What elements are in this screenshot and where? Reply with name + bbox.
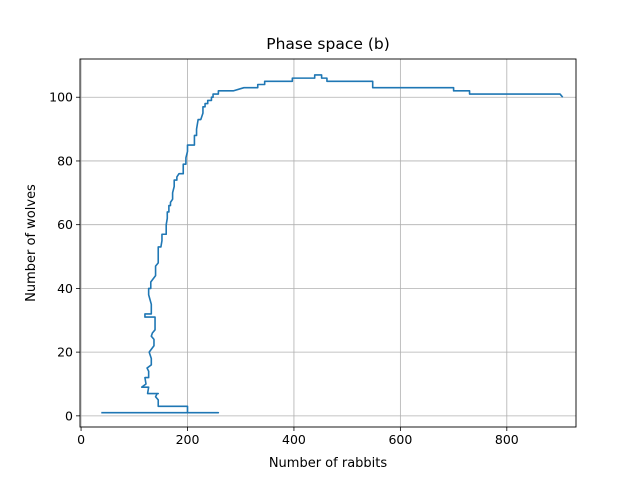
y-tick-label: 40 [57, 281, 73, 296]
chart-title: Phase space (b) [266, 35, 390, 53]
axes-frame [79, 58, 577, 428]
x-tick-label: 0 [77, 432, 85, 447]
y-axis-ticks: 0 20 40 60 80 100 [49, 90, 80, 423]
y-tick-label: 0 [65, 408, 73, 423]
x-tick-label: 600 [388, 432, 412, 447]
x-axis-ticks: 0 200 400 600 800 [77, 427, 519, 447]
grid-lines [80, 59, 576, 427]
x-axis-label: Number of rabbits [269, 456, 388, 471]
series-line [101, 74, 564, 414]
y-tick-label: 100 [49, 90, 73, 105]
x-tick-label: 400 [282, 432, 306, 447]
y-tick-label: 80 [57, 153, 73, 168]
x-tick-label: 800 [495, 432, 519, 447]
y-axis-label: Number of wolves [24, 184, 39, 302]
y-tick-label: 20 [57, 345, 73, 360]
y-tick-label: 60 [57, 217, 73, 232]
x-tick-label: 200 [176, 432, 200, 447]
